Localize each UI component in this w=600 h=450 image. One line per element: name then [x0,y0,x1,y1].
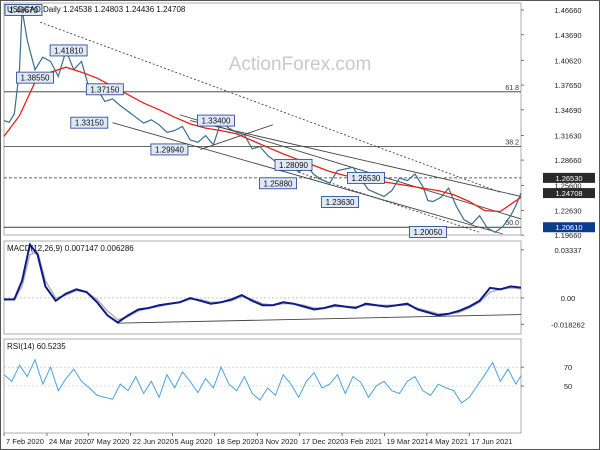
x-axis-tick-label: 4 May 2021 [429,437,468,446]
x-axis-tick-label: 19 Mar 2021 [387,437,429,446]
level-tag-label: 1.20610 [555,223,582,232]
annotation-box [85,83,124,96]
price-panel: ActionForex.com 61.8 38.2 50.0 1.46670 1.3855… [3,2,595,240]
annotation-box [346,171,385,184]
annotation-label: 1.41810 [54,46,83,55]
annotation-label: 1.46670 [9,6,38,15]
price-y-tick-label: 1.31630 [554,131,581,140]
rsi-panel: 70 50 RSI(14) 60.5235 [3,338,572,434]
macd-y-tick-label: 0.03337 [554,246,581,255]
annotation-label: 1.38550 [21,74,50,83]
price-series-line [3,9,522,234]
price-y-tick-label: 1.40620 [554,56,581,65]
x-axis-tick-label: 7 May 2020 [90,437,129,446]
annotation-box [259,177,297,190]
trendline-dotted-resistance [40,21,501,193]
watermark-text: ActionForex.com [229,54,372,75]
level-tag-label: 1.26530 [555,174,582,183]
fib-level-label: 50.0 [505,220,519,227]
annotation-label: 1.23630 [326,198,355,207]
macd-y-tick-label: 0.00 [561,294,576,303]
trendline-channel-upper [190,120,522,197]
x-axis: 7 Feb 2020 24 Mar 2020 7 May 2020 22 Jun 20… [3,433,513,446]
price-y-tick-label: 1.43690 [554,31,581,40]
price-y-tick-label: 1.19660 [554,231,581,240]
annotation-label: 1.33150 [75,119,104,128]
level-tag [543,172,595,183]
price-plot-frame [3,2,522,236]
macd-trendline [117,314,522,324]
x-axis-tick-label: 3 Nov 2020 [259,437,297,446]
macd-panel-title: MACD(12,26,9) 0.007147 0.006286 [7,244,134,253]
price-y-tick-label: 1.46660 [554,6,581,15]
x-axis-tick-label: 17 Jun 2021 [471,437,512,446]
annotation-box [197,114,235,127]
x-axis-tick-label: 22 Jun 2020 [133,437,174,446]
rsi-y-tick-label: 50 [564,382,572,391]
current-price-label: 1.24708 [555,189,582,198]
macd-y-tick-label: -0.018262 [551,320,585,329]
annotation-box [321,196,359,208]
annotation-box [274,158,313,171]
annotation-label: 1.37150 [90,85,119,94]
annotation-label: 1.26530 [351,174,380,183]
annotation-box [150,143,189,156]
trendline-channel-lower [112,122,504,235]
annotation-label: 1.29940 [155,145,184,154]
x-axis-tick-label: 24 Mar 2020 [49,437,91,446]
x-axis-tick-label: 17 Dec 2020 [302,437,345,446]
annotation-label: 1.33400 [202,117,231,126]
moving-average-line [3,66,522,213]
price-y-tick-label: 1.37650 [554,81,581,90]
x-axis-tick-label: 3 Feb 2021 [344,437,382,446]
fib-level-label: 38.2 [505,139,519,146]
level-tag [543,222,595,233]
macd-panel: 0.03337 0.00 -0.018262 MACD(12,26,9) 0.0071… [3,240,585,335]
annotation-box [409,226,447,238]
annotation-label: 1.25880 [264,179,293,188]
annotation-label: 1.28090 [279,161,308,170]
annotation-box [4,4,43,16]
annotation-box [70,116,109,129]
price-y-tick-label: 1.22630 [554,206,581,215]
annotation-box [16,71,54,84]
current-price-tag [543,188,595,199]
price-y-tick-label: 1.25600 [554,182,581,191]
x-axis-tick-label: 5 Aug 2020 [175,437,213,446]
rsi-panel-title: RSI(14) 60.5235 [7,342,66,351]
x-axis-tick-label: 7 Feb 2020 [6,437,44,446]
price-panel-title: USDCAD,Daily 1.24538 1.24803 1.24436 1.2… [7,5,186,14]
rsi-y-tick-label: 70 [564,363,572,372]
trendline-support-line [200,124,273,150]
price-y-tick-label: 1.28660 [554,156,581,165]
price-y-tick-label: 1.34690 [554,106,581,115]
rsi-line [3,358,522,404]
x-axis-tick-label: 18 Sep 2020 [216,437,259,446]
macd-line [4,242,522,324]
fib-level-label: 61.8 [505,85,519,92]
annotation-box [49,44,88,57]
annotation-label: 1.20050 [413,228,442,237]
